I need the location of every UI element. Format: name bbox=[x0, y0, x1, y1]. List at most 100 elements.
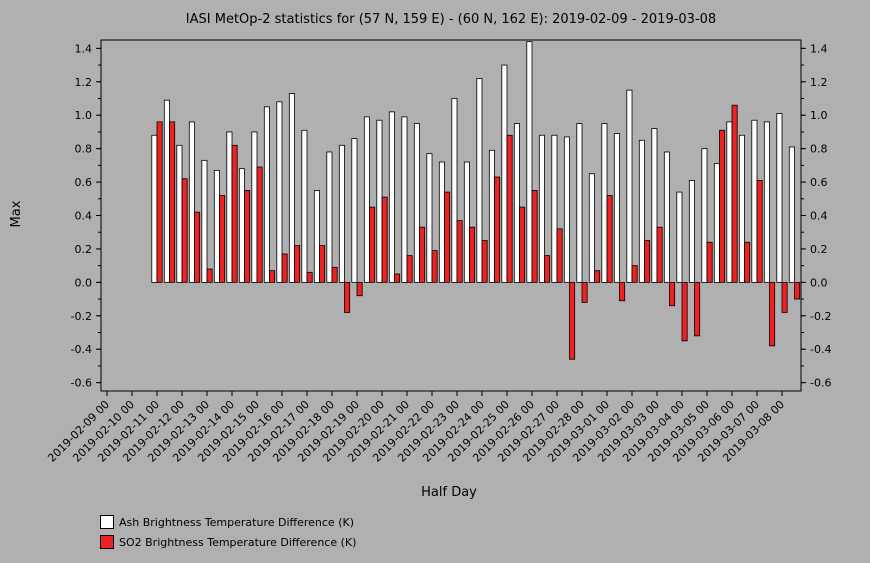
so2-bar bbox=[156, 121, 163, 283]
so2-bar bbox=[681, 281, 688, 342]
so2-bar bbox=[506, 134, 513, 283]
y-tick-label-right: 0.0 bbox=[810, 276, 828, 289]
so2-bar bbox=[394, 273, 401, 283]
y-tick-label-left: -0.6 bbox=[71, 377, 92, 390]
so2-bar bbox=[644, 240, 651, 283]
so2-bar bbox=[694, 281, 701, 337]
y-tick-label-left: 0.4 bbox=[75, 210, 93, 223]
so2-bar bbox=[519, 206, 526, 283]
so2-bar bbox=[219, 195, 226, 283]
ash-bar bbox=[351, 138, 358, 283]
so2-bar bbox=[306, 271, 313, 283]
y-tick-label-left: 0.6 bbox=[75, 176, 93, 189]
ash-bar bbox=[513, 123, 520, 283]
ash-bar bbox=[788, 146, 795, 283]
so2-bar bbox=[494, 176, 501, 283]
so2-bar bbox=[544, 255, 551, 283]
ash-bar bbox=[326, 151, 333, 283]
legend-swatch-so2 bbox=[100, 535, 114, 549]
so2-bar bbox=[656, 226, 663, 283]
so2-bar bbox=[319, 245, 326, 283]
ash-bar bbox=[613, 133, 620, 283]
ash-bar bbox=[676, 191, 683, 283]
so2-bar bbox=[569, 281, 576, 360]
ash-bar bbox=[276, 101, 283, 283]
ash-bar bbox=[151, 134, 158, 283]
so2-bar bbox=[256, 166, 263, 283]
ash-bar bbox=[726, 121, 733, 283]
y-tick-label-left: -0.2 bbox=[71, 310, 92, 323]
ash-bar bbox=[163, 99, 170, 283]
ash-bar bbox=[663, 151, 670, 283]
ash-bar bbox=[576, 123, 583, 283]
so2-bar bbox=[794, 281, 801, 300]
so2-bar bbox=[181, 178, 188, 283]
so2-bar bbox=[294, 245, 301, 283]
so2-bar bbox=[444, 191, 451, 283]
ash-bar bbox=[438, 161, 445, 283]
so2-bar bbox=[481, 240, 488, 283]
so2-bar bbox=[381, 196, 388, 283]
so2-bar bbox=[231, 144, 238, 283]
legend-label-ash: Ash Brightness Temperature Difference (K… bbox=[119, 515, 354, 529]
y-tick-label-right: -0.6 bbox=[810, 377, 831, 390]
y-tick-label-left: 1.2 bbox=[75, 76, 93, 89]
ash-bar bbox=[363, 116, 370, 283]
so2-bar bbox=[406, 255, 413, 283]
so2-bar bbox=[169, 121, 176, 283]
so2-bar bbox=[531, 190, 538, 283]
y-tick-label-right: 0.8 bbox=[810, 143, 828, 156]
so2-bar bbox=[556, 228, 563, 283]
y-tick-label-right: 1.2 bbox=[810, 76, 828, 89]
so2-bar bbox=[606, 195, 613, 283]
ash-bar bbox=[213, 169, 220, 283]
chart-title: IASI MetOp-2 statistics for (57 N, 159 E… bbox=[186, 12, 716, 27]
so2-bar bbox=[281, 253, 288, 283]
ash-bar bbox=[338, 144, 345, 283]
legend-label-so2: SO2 Brightness Temperature Difference (K… bbox=[119, 535, 357, 549]
ash-bar bbox=[601, 123, 608, 283]
so2-bar bbox=[194, 211, 201, 283]
y-tick-label-left: -0.4 bbox=[71, 343, 92, 356]
so2-bar bbox=[719, 129, 726, 283]
ash-bar bbox=[713, 163, 720, 283]
ash-bar bbox=[226, 131, 233, 283]
so2-bar bbox=[331, 266, 338, 283]
so2-bar bbox=[369, 206, 376, 283]
so2-bar bbox=[356, 281, 363, 297]
legend-swatch-ash bbox=[100, 515, 114, 529]
ash-bar bbox=[463, 161, 470, 283]
so2-bar bbox=[631, 265, 638, 283]
ash-bar bbox=[751, 119, 758, 283]
y-tick-label-left: 0.0 bbox=[75, 276, 93, 289]
ash-bar bbox=[413, 123, 420, 283]
ash-bar bbox=[426, 153, 433, 283]
y-tick-label-right: 0.4 bbox=[810, 210, 828, 223]
ash-bar bbox=[688, 179, 695, 283]
ash-bar bbox=[251, 131, 258, 283]
so2-bar bbox=[469, 226, 476, 283]
so2-bar bbox=[344, 281, 351, 313]
y-tick-label-left: 0.8 bbox=[75, 143, 93, 156]
so2-bar bbox=[244, 190, 251, 283]
y-tick-label-left: 0.2 bbox=[75, 243, 93, 256]
ash-bar bbox=[563, 136, 570, 283]
y-axis-label: Max bbox=[9, 200, 24, 227]
ash-bar bbox=[176, 144, 183, 283]
ash-bar bbox=[301, 129, 308, 283]
ash-bar bbox=[501, 64, 508, 283]
y-tick-label-right: 1.0 bbox=[810, 109, 828, 122]
ash-bar bbox=[238, 168, 245, 283]
ash-bar bbox=[488, 149, 495, 283]
ash-bar bbox=[738, 134, 745, 283]
y-tick-label-right: 0.2 bbox=[810, 243, 828, 256]
ash-bar bbox=[526, 41, 533, 283]
ash-bar bbox=[313, 190, 320, 283]
y-tick-label-right: -0.4 bbox=[810, 343, 831, 356]
ash-bar bbox=[551, 134, 558, 283]
so2-bar bbox=[769, 281, 776, 347]
ash-bar bbox=[538, 134, 545, 283]
so2-bar bbox=[581, 281, 588, 303]
ash-bar bbox=[201, 159, 208, 283]
